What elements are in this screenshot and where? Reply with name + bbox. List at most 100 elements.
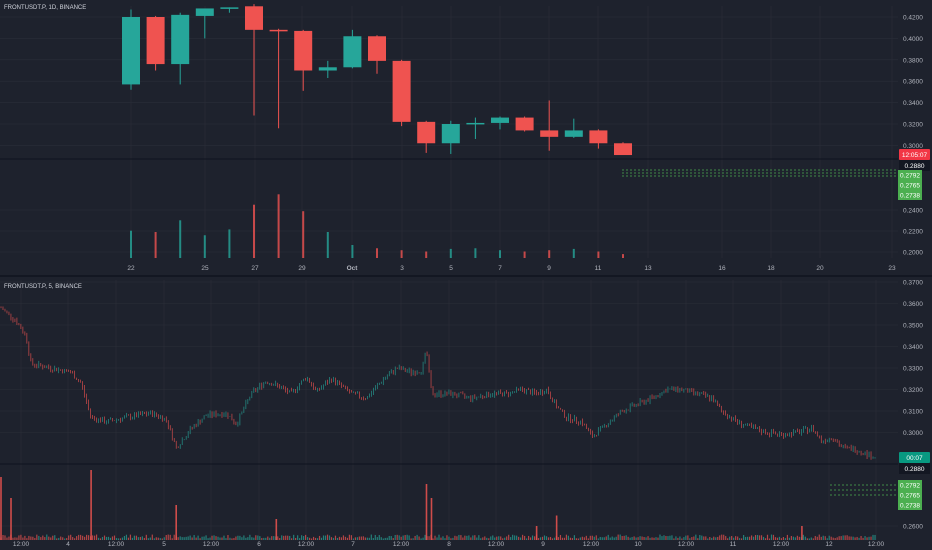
five-minute-volume-bar [320,537,323,540]
five-minute-volume-bar [723,534,725,540]
daily-volume-bar [130,230,132,258]
five-minute-volume-bar [715,537,717,540]
five-minute-volume-bar [82,535,84,540]
five-minute-volume-bar [16,537,18,540]
five-minute-volume-bar [418,536,420,540]
five-minute-volume-bar [438,534,440,540]
five-minute-volume-bar [502,538,504,540]
five-minute-volume-bar [854,537,856,540]
five-minute-volume-bar [480,538,482,540]
five-minute-volume-bar [547,537,550,540]
five-minute-volume-bar [830,536,832,540]
five-minute-volume-bar [541,536,544,540]
five-minute-volume-bar [772,534,775,540]
five-minute-level-badge-3 [898,500,922,510]
five-minute-volume-bar [406,534,408,540]
five-minute-volume-bar [448,536,450,540]
five-minute-volume-bar [512,534,514,540]
daily-time-tick: 18 [767,265,775,272]
five-minute-volume-bar [689,538,691,540]
five-minute-volume-spike [0,477,2,540]
daily-legend[interactable]: FRONTUSDT.P, 1D, BINANCE [4,5,86,11]
five-minute-volume-bar [42,535,44,540]
five-minute-volume-bar [88,535,90,540]
five-minute-volume-bar [667,536,669,540]
five-minute-volume-bar [531,535,534,540]
daily-time-tick: 22 [127,265,135,272]
five-minute-volume-bar [520,537,522,540]
five-minute-volume-bar [243,535,245,540]
daily-candle [245,6,263,30]
five-minute-volume-bar [717,536,719,540]
daily-volume-bar [351,245,354,258]
five-minute-volume-bar [348,534,351,540]
five-minute-volume-bar [752,536,755,540]
five-minute-volume-bar [812,538,814,540]
five-minute-volume-bar [342,535,345,540]
five-minute-volume-bar [209,537,211,540]
five-minute-volume-bar [466,535,468,540]
five-minute-volume-bar [153,538,155,540]
five-minute-volume-bar [400,536,402,540]
five-minute-volume-bar [99,538,102,540]
five-minute-volume-bar [697,538,699,540]
five-minute-time-axis[interactable]: 12:00 4 12:00 5 12:00 6 12:00 7 12:00 8 12:00 9 12:0… [13,541,885,548]
five-minute-volume-bar [518,536,520,540]
five-minute-time-tick: 12:00 [868,541,885,548]
five-minute-volume-bar [189,535,191,540]
five-minute-volume-bar [826,538,828,540]
five-minute-volume-bar [760,535,763,540]
five-minute-volume-bar [46,534,48,540]
five-minute-legend[interactable]: FRONTUSDT.P, 5, BINANCE [4,284,82,290]
daily-level-badge-2 [898,180,922,190]
daily-volume-bar [425,251,428,258]
five-minute-volume-bar [145,534,147,540]
five-minute-volume-bar [374,534,376,540]
five-minute-volume-bar [103,535,106,540]
five-minute-volume-bar [679,536,681,540]
five-minute-volume-bar [410,538,412,540]
five-minute-price-axis[interactable]: 0.3700 0.3600 0.3500 0.3400 0.3300 0.3200 0.31… [903,280,923,531]
five-minute-chart-panel[interactable]: 0.3700 0.3600 0.3500 0.3400 0.3300 0.3200 0.31… [0,280,930,549]
daily-price-axis[interactable]: 0.4200 0.4000 0.3800 0.3600 0.3400 0.3200 0.30… [903,15,923,257]
five-minute-volume-bar [26,538,28,540]
five-minute-volume-bar [66,538,68,540]
five-minute-volume-bar [285,535,287,540]
five-minute-volume-bar [346,537,349,540]
five-minute-volume-bar [645,537,647,540]
five-minute-volume-bar [187,536,189,540]
five-minute-volume-bar [665,535,667,540]
daily-current-price-badge [899,160,930,171]
five-minute-volume-bar [404,535,406,540]
five-minute-volume-bar [567,535,570,540]
five-minute-volume-bar [639,536,641,540]
five-minute-volume-bar [625,535,627,540]
five-minute-volume-bar [844,535,846,540]
five-minute-volume-bar [814,536,816,540]
daily-time-tick: Oct [347,265,359,272]
daily-volume-bar [376,248,378,258]
five-minute-volume-bar [526,538,528,540]
five-minute-volume-bar [601,537,603,540]
daily-volume-bars [130,194,624,258]
five-minute-volume-bar [824,536,826,540]
five-minute-volume-bar [193,535,195,540]
five-minute-volume-bar [464,535,466,540]
daily-chart-panel[interactable]: 0.4200 0.4000 0.3800 0.3600 0.3400 0.3200 0.30… [0,4,930,272]
five-minute-volume-bar [661,536,663,540]
five-minute-volume-bar [181,537,183,540]
five-minute-volume-bar [185,536,187,540]
five-minute-volume-bar [86,534,88,540]
five-minute-volume-bar [605,536,607,540]
five-minute-volume-bar [163,537,165,540]
five-minute-volume-bar [858,537,860,540]
daily-time-axis[interactable]: 22 25 27 29 Oct 3 5 7 9 11 13 16 18 20 23 [127,265,896,272]
five-minute-volume-bar [119,538,122,540]
five-minute-volume-bar [788,537,790,540]
five-minute-volume-bar [364,537,366,540]
five-minute-volume-bar [822,535,824,540]
five-minute-volume-bar [197,535,199,540]
daily-candles [122,4,632,156]
five-minute-volume-bar [603,537,605,540]
